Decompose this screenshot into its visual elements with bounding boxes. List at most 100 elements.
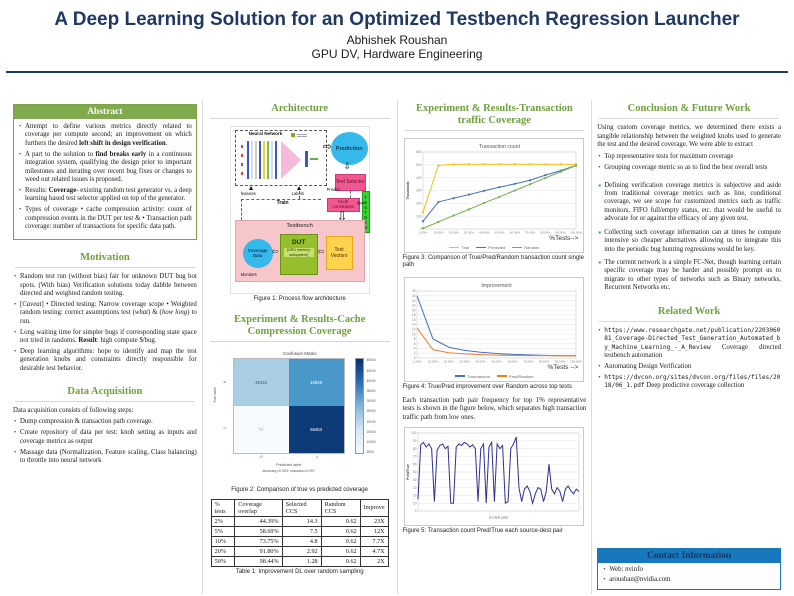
nn-layer xyxy=(266,141,270,180)
contact-list[interactable]: Web: nvinfo aroushan@nvidia.com xyxy=(602,566,776,584)
list-item: Random test run (without bias) fair for … xyxy=(13,273,197,298)
prediction-node: Prediction xyxy=(330,132,368,166)
list-item: Deep learning algorithms: hope to identi… xyxy=(13,348,197,373)
svg-text:10: 10 xyxy=(413,502,417,506)
figure2-confusion-matrix: Confusion Matrix True label 0 1 46133 10… xyxy=(210,349,389,486)
poster-header: A Deep Learning Solution for an Optimize… xyxy=(0,0,794,61)
figure3-xlabel: %Tests--> xyxy=(549,235,579,243)
svg-text:70.00%: 70.00% xyxy=(525,231,536,235)
figure5-plot: 0 10 20 30 40 50 60 70 80 90 100 Pred/True src-dest … xyxy=(406,432,580,520)
list-item: Grouping coverage metric so as to find t… xyxy=(597,164,781,172)
data-acquisition-heading: Data Acquisition xyxy=(67,385,143,397)
table-cell: 44.39% xyxy=(234,515,283,527)
nn-layer xyxy=(274,141,278,180)
coverage-data-node: Coverage Data xyxy=(242,239,273,269)
column-3: Experiment & Results-Transaction traffic… xyxy=(396,100,592,594)
figure5-caption: Figure 5: Transaction count Pred/True ea… xyxy=(402,528,563,535)
nn-layer xyxy=(246,141,250,180)
colorbar-tick: 5000 xyxy=(366,450,374,455)
abstract-body: Attempt to define various metrics direct… xyxy=(14,119,196,240)
table-cell: 73.75% xyxy=(234,536,283,548)
list-item[interactable]: aroushan@nvidia.com xyxy=(602,576,776,584)
svg-text:30.00%: 30.00% xyxy=(464,231,475,235)
table-cell: 20% xyxy=(210,546,236,558)
legend-label: True/random xyxy=(467,373,490,379)
train-link xyxy=(240,199,321,201)
svg-text:80: 80 xyxy=(413,447,417,451)
table-cell: 14.3 xyxy=(281,515,322,527)
legend-swatch xyxy=(476,246,487,249)
table-cell: 2X xyxy=(359,556,389,568)
svg-text:100: 100 xyxy=(412,432,418,436)
svg-text:20: 20 xyxy=(413,494,417,498)
svg-text:60.00%: 60.00% xyxy=(510,231,521,235)
legend-item: True/random xyxy=(455,374,490,379)
colorbar-tick: 10000 xyxy=(366,440,376,445)
svg-text:70: 70 xyxy=(413,455,417,459)
legend-item: Predicted xyxy=(476,245,505,250)
data-acquisition-list: Dump compression & transaction path cove… xyxy=(13,418,197,468)
table-row: 10% 73.75% 4.8 0.62 7.7X xyxy=(210,536,389,548)
legend-item: Random xyxy=(512,245,539,250)
nn-input-node xyxy=(240,145,244,148)
table-cell: 4.7X xyxy=(359,546,389,558)
figure1-caption: Figure 1: Process flow architecture xyxy=(253,296,346,303)
column-header: Coverage overlap xyxy=(234,498,283,517)
column-4: Conclusion & Future Work Using custom co… xyxy=(591,100,786,594)
dut-sublabel: [GPU memory subsystem] xyxy=(283,248,314,257)
figure3-caption: Figure 3: Comparison of True/Pred/Random… xyxy=(402,255,584,269)
confusion-matrix-footnote: accuracy=0.903; misclass=0.097 xyxy=(262,469,315,474)
colorbar-tick: 25000 xyxy=(366,409,376,414)
svg-text:500: 500 xyxy=(417,163,423,167)
table-cell: 4.8 xyxy=(281,536,322,548)
motivation-list: Random test run (without bias) fair for … xyxy=(13,273,197,376)
nn-output-layer xyxy=(304,151,308,168)
list-item: https://www.researchgate.net/publication… xyxy=(597,327,781,361)
results-table: % tests Coverage overlap Selected CCS Rando… xyxy=(210,498,389,568)
svg-text:20.00%: 20.00% xyxy=(444,359,455,363)
nn-input-node xyxy=(240,154,244,157)
svg-text:300: 300 xyxy=(417,189,423,193)
svg-text:40: 40 xyxy=(413,478,417,482)
legend-swatch xyxy=(496,375,507,377)
features-arrow-icon xyxy=(248,186,253,191)
confusion-matrix-xticks: 0 1 xyxy=(258,455,319,460)
neural-network-label: Neural Network xyxy=(248,131,283,137)
svg-text:80.00%: 80.00% xyxy=(539,359,550,363)
list-item: [Caveat] • Directed testing: Narrow cove… xyxy=(13,301,197,326)
contact-heading: Contact Information xyxy=(598,549,780,564)
svg-text:Pred/True: Pred/True xyxy=(406,464,410,480)
svg-text:0: 0 xyxy=(415,510,417,514)
table-cell: 1.28 xyxy=(281,556,322,568)
table-cell: 0.62 xyxy=(320,525,361,538)
svg-text:12: 12 xyxy=(412,327,416,331)
list-item[interactable]: Web: nvinfo xyxy=(602,566,776,574)
table-header-row: % tests Coverage overlap Selected CCS Rando… xyxy=(210,498,389,517)
svg-text:20.00%: 20.00% xyxy=(449,231,460,235)
figure2-caption: Figure 2: Comparison of true vs predicte… xyxy=(231,487,368,494)
abstract-heading: Abstract xyxy=(14,105,196,119)
legend-item: Pred/Random xyxy=(496,374,534,379)
table-cell: 12X xyxy=(359,525,389,538)
monitors-label: Monitors xyxy=(240,272,257,278)
svg-text:600: 600 xyxy=(417,150,423,154)
table-cell: 91.80% xyxy=(234,546,283,558)
svg-text:0.00%: 0.00% xyxy=(419,231,428,235)
table-cell: 58.69% xyxy=(234,525,283,538)
confusion-matrix-xlabel: Predicted label xyxy=(276,463,302,468)
svg-text:50: 50 xyxy=(413,471,417,475)
svg-text:90: 90 xyxy=(413,439,417,443)
related-work-rule xyxy=(599,320,779,322)
header-divider xyxy=(6,71,788,73)
colorbar-tick: 20000 xyxy=(366,419,376,424)
table-cell: 0.62 xyxy=(320,546,361,558)
svg-text:100: 100 xyxy=(417,214,423,218)
predict-label: Predict xyxy=(326,187,340,193)
svg-text:16: 16 xyxy=(412,317,416,321)
colorbar-tick: 35000 xyxy=(366,389,376,394)
svg-text:14: 14 xyxy=(412,322,416,326)
svg-text:18: 18 xyxy=(412,313,416,317)
svg-text:0: 0 xyxy=(420,227,422,231)
